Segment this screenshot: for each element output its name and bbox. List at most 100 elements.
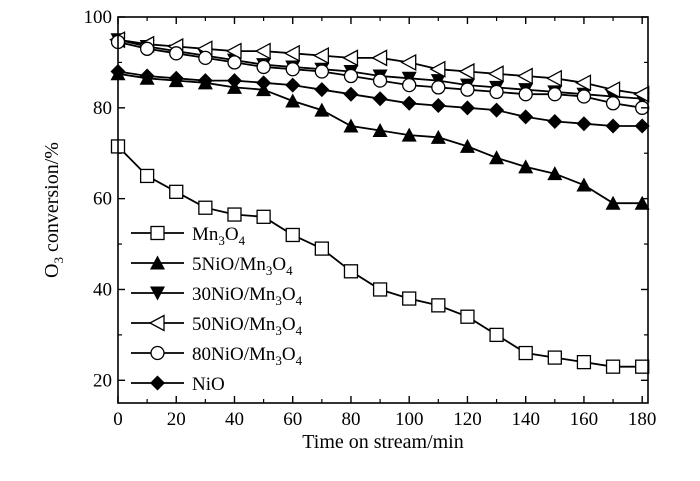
y-axis-title: O3 conversion/% bbox=[41, 142, 66, 278]
data-point-80nio-mn3o4-1 bbox=[139, 41, 155, 56]
data-point-5nio-mn3o4-7 bbox=[314, 102, 330, 117]
data-point-50nio-mn3o4-15 bbox=[545, 69, 562, 87]
data-point-80nio-mn3o4-4 bbox=[227, 55, 242, 70]
data-point-nio-9 bbox=[372, 91, 388, 107]
data-point-50nio-mn3o4-13 bbox=[487, 65, 504, 83]
data-point-80nio-mn3o4-15 bbox=[547, 87, 562, 102]
data-point-50nio-mn3o4-11 bbox=[429, 60, 446, 78]
series-80nio-mn3o4 bbox=[110, 34, 650, 115]
data-point-80nio-mn3o4-12 bbox=[460, 82, 475, 97]
data-point-mn3o4-3 bbox=[198, 200, 213, 215]
data-point-80nio-mn3o4-17 bbox=[605, 96, 621, 111]
data-point-mn3o4-18 bbox=[635, 359, 650, 374]
plot-area bbox=[109, 31, 650, 374]
data-point-nio-7 bbox=[314, 82, 330, 98]
data-point-80nio-mn3o4-7 bbox=[314, 64, 329, 79]
x-tick-label-0: 0 bbox=[113, 409, 123, 430]
data-point-5nio-mn3o4-16 bbox=[576, 177, 592, 192]
legend-marker-nio bbox=[150, 375, 165, 391]
data-point-nio-14 bbox=[518, 109, 534, 125]
data-point-5nio-mn3o4-14 bbox=[518, 159, 534, 174]
data-point-mn3o4-9 bbox=[372, 282, 388, 297]
data-point-5nio-mn3o4-11 bbox=[430, 129, 446, 144]
legend-marker-5nio-mn3o4 bbox=[150, 255, 165, 270]
data-point-80nio-mn3o4-13 bbox=[489, 84, 504, 100]
data-point-50nio-mn3o4-16 bbox=[575, 74, 592, 92]
data-point-80nio-mn3o4-5 bbox=[256, 59, 271, 75]
data-point-80nio-mn3o4-3 bbox=[198, 50, 213, 66]
data-point-nio-15 bbox=[547, 113, 563, 129]
data-point-nio-12 bbox=[459, 100, 475, 116]
legend-label-80nio-mn3o4: 80NiO/Mn3O4 bbox=[192, 344, 303, 368]
data-point-50nio-mn3o4-4 bbox=[225, 42, 242, 60]
series-5nio-mn3o4 bbox=[110, 66, 650, 210]
data-point-5nio-mn3o4-6 bbox=[285, 93, 301, 108]
series-50nio-mn3o4 bbox=[109, 31, 650, 103]
data-point-50nio-mn3o4-6 bbox=[283, 44, 300, 62]
data-point-50nio-mn3o4-14 bbox=[516, 67, 533, 85]
legend-label-nio: NiO bbox=[192, 374, 225, 395]
data-point-nio-10 bbox=[401, 95, 417, 111]
legend-marker-50nio-mn3o4 bbox=[148, 314, 165, 332]
data-point-50nio-mn3o4-12 bbox=[458, 62, 475, 81]
data-point-5nio-mn3o4-13 bbox=[489, 150, 505, 165]
data-point-50nio-mn3o4-10 bbox=[400, 53, 417, 71]
data-point-5nio-mn3o4-12 bbox=[459, 138, 475, 153]
x-tick-label-20: 20 bbox=[167, 409, 186, 430]
data-point-5nio-mn3o4-9 bbox=[372, 123, 388, 138]
data-point-5nio-mn3o4-18 bbox=[634, 195, 650, 210]
series-nio bbox=[110, 63, 650, 134]
data-point-80nio-mn3o4-8 bbox=[343, 68, 359, 84]
plot-frame bbox=[117, 16, 649, 404]
data-point-mn3o4-7 bbox=[314, 241, 329, 256]
data-point-50nio-mn3o4-8 bbox=[342, 49, 359, 67]
data-point-nio-3 bbox=[197, 73, 213, 89]
data-point-nio-17 bbox=[605, 118, 621, 134]
x-tick-label-100: 100 bbox=[395, 409, 424, 430]
data-point-nio-4 bbox=[226, 73, 242, 89]
data-point-nio-18 bbox=[634, 118, 650, 134]
x-tick-label-160: 160 bbox=[570, 409, 599, 430]
y-tick-label-80: 80 bbox=[93, 98, 112, 119]
data-point-nio-6 bbox=[285, 77, 301, 93]
data-point-mn3o4-1 bbox=[139, 168, 155, 184]
data-point-nio-1 bbox=[139, 68, 155, 84]
legend-label-5nio-mn3o4: 5NiO/Mn3O4 bbox=[192, 254, 293, 278]
data-point-mn3o4-2 bbox=[169, 184, 184, 199]
legend-marker-mn3o4 bbox=[150, 225, 165, 241]
data-point-mn3o4-17 bbox=[605, 359, 621, 374]
data-point-50nio-mn3o4-7 bbox=[312, 47, 329, 65]
data-point-80nio-mn3o4-6 bbox=[285, 62, 300, 77]
data-point-mn3o4-14 bbox=[518, 345, 533, 361]
legend-item-mn3o4: Mn3O4 bbox=[131, 224, 246, 248]
x-tick-label-60: 60 bbox=[283, 409, 302, 430]
data-point-5nio-mn3o4-17 bbox=[605, 195, 621, 210]
legend-item-80nio-mn3o4: 80NiO/Mn3O4 bbox=[131, 344, 303, 368]
data-point-nio-16 bbox=[576, 116, 592, 132]
data-point-50nio-mn3o4-17 bbox=[604, 81, 621, 99]
data-point-80nio-mn3o4-10 bbox=[402, 77, 417, 93]
data-point-50nio-mn3o4-9 bbox=[371, 49, 388, 67]
data-point-5nio-mn3o4-15 bbox=[547, 166, 563, 181]
y-tick-label-60: 60 bbox=[93, 189, 112, 210]
data-point-5nio-mn3o4-8 bbox=[343, 118, 359, 133]
x-tick-label-120: 120 bbox=[453, 409, 482, 430]
axes: 0 20 40 60 80 100 120 140 160 18020406080100Time … bbox=[41, 7, 656, 453]
x-tick-label-140: 140 bbox=[511, 409, 540, 430]
data-point-mn3o4-15 bbox=[547, 350, 562, 365]
data-point-nio-8 bbox=[343, 86, 359, 102]
data-point-mn3o4-11 bbox=[431, 298, 446, 313]
x-tick-label-40: 40 bbox=[225, 409, 244, 430]
data-point-mn3o4-16 bbox=[576, 354, 592, 370]
data-point-nio-13 bbox=[489, 102, 505, 118]
data-point-mn3o4-6 bbox=[285, 227, 300, 243]
data-point-mn3o4-10 bbox=[402, 291, 417, 306]
legend: Mn3O4 5NiO/Mn3O4 30NiO/Mn3O4 50NiO/Mn3O4 80N… bbox=[131, 224, 303, 395]
y-axis-title-group: O3 conversion/% bbox=[41, 142, 66, 278]
data-point-mn3o4-4 bbox=[227, 207, 242, 222]
data-point-mn3o4-5 bbox=[256, 209, 271, 224]
legend-item-50nio-mn3o4: 50NiO/Mn3O4 bbox=[131, 314, 303, 338]
legend-item-30nio-mn3o4: 30NiO/Mn3O4 bbox=[131, 284, 303, 308]
data-point-5nio-mn3o4-10 bbox=[401, 127, 417, 142]
legend-label-50nio-mn3o4: 50NiO/Mn3O4 bbox=[192, 314, 303, 338]
